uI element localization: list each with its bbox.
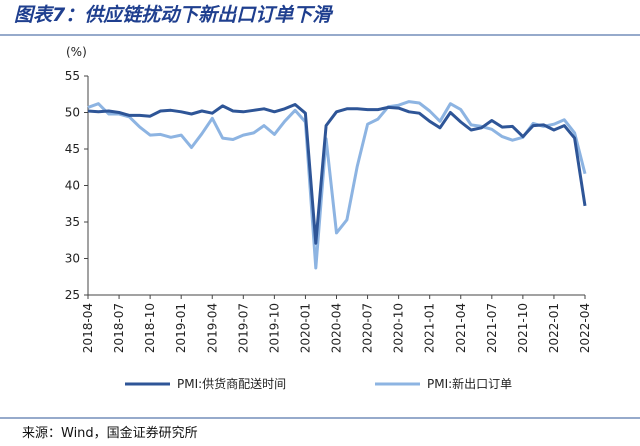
x-tick-label: 2020-07 [361,303,375,353]
legend-label: PMI:新出口订单 [427,376,512,391]
x-tick-label: 2018-04 [81,303,95,353]
x-tick-label: 2022-01 [547,303,561,353]
y-tick-label: 45 [65,142,80,156]
x-tick-label: 2019-10 [267,303,281,353]
x-tick-label: 2021-04 [454,303,468,353]
y-axis-label: (%) [66,45,87,59]
y-tick-label: 25 [65,288,80,302]
x-tick-label: 2021-10 [516,303,530,353]
y-tick-label: 35 [65,215,80,229]
chart-title: 图表7：供应链扰动下新出口订单下滑 [14,4,334,26]
x-tick-label: 2021-01 [423,303,437,353]
x-tick-label: 2018-10 [143,303,157,353]
series-line [87,100,587,270]
x-tick-label: 2020-10 [392,303,406,353]
series-line [87,103,587,245]
y-tick-label: 55 [65,69,80,83]
x-tick-label: 2019-07 [236,303,250,353]
x-tick-label: 2022-04 [578,303,592,353]
y-tick-label: 50 [65,106,80,120]
x-tick-label: 2019-01 [174,303,188,353]
y-tick-label: 30 [65,252,80,266]
y-tick-label: 40 [65,179,80,193]
x-tick-label: 2021-07 [485,303,499,353]
x-tick-label: 2019-04 [205,303,219,353]
x-tick-label: 2018-07 [112,303,126,353]
source: 来源：Wind，国金证券研究所 [22,425,198,441]
x-tick-label: 2020-04 [330,303,344,353]
legend-label: PMI:供货商配送时间 [177,376,286,391]
x-tick-label: 2020-01 [298,303,312,353]
